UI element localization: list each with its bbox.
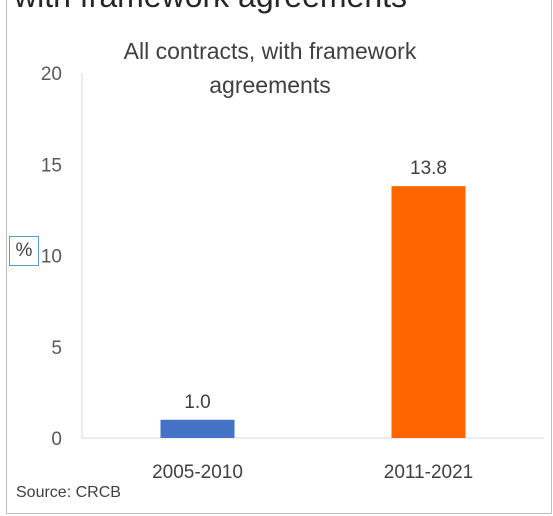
y-tick-label: 20: [41, 64, 62, 85]
bar: [391, 186, 466, 438]
clipped-header-text: with framework agreements: [14, 0, 407, 15]
chart-frame: [6, 0, 552, 514]
x-category-label: 2005-2010: [152, 462, 243, 483]
bar-data-label: 1.0: [184, 392, 210, 413]
bar: [160, 419, 235, 438]
y-axis-unit-label: %: [9, 236, 39, 266]
chart-title: All contracts, with framework agreements: [123, 38, 417, 98]
y-tick-label: 0: [51, 429, 62, 450]
y-tick-label: 15: [41, 155, 62, 176]
x-category-label: 2011-2021: [384, 462, 473, 483]
y-tick-label: 10: [41, 247, 62, 268]
source-note: Source: CRCB: [16, 484, 121, 501]
y-tick-label: 5: [51, 338, 62, 359]
bar-data-label: 13.8: [410, 158, 447, 179]
